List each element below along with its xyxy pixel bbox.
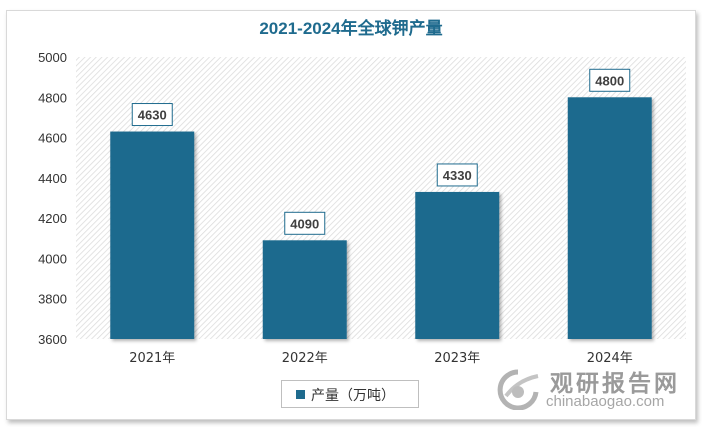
x-tick-label: 2022年 — [282, 351, 328, 366]
y-tick-label: 4600 — [38, 131, 67, 146]
data-label: 4630 — [138, 108, 167, 123]
chinabaogao-logo-icon — [497, 369, 539, 410]
y-tick-label: 3800 — [38, 292, 67, 307]
x-tick-label: 2023年 — [434, 351, 480, 366]
data-label: 4800 — [595, 73, 624, 88]
data-label-box — [131, 103, 173, 127]
y-tick-label: 4000 — [38, 251, 67, 266]
y-tick-label: 4200 — [38, 211, 67, 226]
y-tick-label: 5000 — [38, 50, 67, 65]
x-tick-label: 2021年 — [129, 351, 175, 366]
bar-2024年 — [567, 97, 652, 340]
data-label-box — [284, 211, 326, 235]
data-label: 4090 — [290, 216, 319, 231]
x-tick-label: 2024年 — [587, 351, 633, 366]
y-tick-label: 4800 — [38, 90, 67, 105]
bar-2022年 — [262, 240, 347, 339]
legend: 产量（万吨） — [281, 380, 419, 408]
data-label: 4330 — [443, 168, 472, 183]
data-label-box — [436, 163, 478, 187]
watermark-cn: 观研报告网 — [550, 371, 680, 397]
y-tick-label: 4400 — [38, 171, 67, 186]
bar-2021年 — [110, 131, 195, 339]
bar-2023年 — [415, 191, 500, 339]
y-tick-label: 3600 — [38, 332, 67, 347]
data-label-box — [589, 68, 631, 92]
watermark-en: chinabaogao.com — [546, 393, 665, 410]
legend-label: 产量（万吨） — [311, 387, 395, 403]
chart-title: 2021-2024年全球钾产量 — [259, 19, 443, 38]
watermark: 观研报告网 chinabaogao.com — [492, 362, 692, 412]
legend-swatch — [296, 390, 305, 399]
